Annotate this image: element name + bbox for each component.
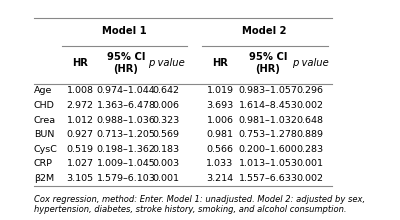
Text: 1.019: 1.019: [206, 86, 234, 95]
Text: 3.693: 3.693: [206, 101, 234, 110]
Text: 0.569: 0.569: [152, 130, 180, 139]
Text: 1.557–6.633: 1.557–6.633: [238, 174, 298, 183]
Text: 0.001: 0.001: [296, 160, 324, 169]
Text: CRP: CRP: [34, 160, 53, 169]
Text: p value: p value: [148, 58, 184, 68]
Text: 0.889: 0.889: [296, 130, 324, 139]
Text: Crea: Crea: [34, 116, 56, 125]
Text: 0.983–1.057: 0.983–1.057: [238, 86, 298, 95]
Text: Model 1: Model 1: [102, 26, 147, 36]
Text: 1.614–8.453: 1.614–8.453: [238, 101, 298, 110]
Text: 1.008: 1.008: [66, 86, 94, 95]
Text: 1.579–6.103: 1.579–6.103: [96, 174, 156, 183]
Text: 0.323: 0.323: [152, 116, 180, 125]
Text: Age: Age: [34, 86, 52, 95]
Text: HR: HR: [72, 58, 88, 68]
Text: 1.012: 1.012: [66, 116, 94, 125]
Text: 2.972: 2.972: [66, 101, 94, 110]
Text: 0.198–1.362: 0.198–1.362: [96, 145, 156, 154]
Text: 0.648: 0.648: [296, 116, 324, 125]
Text: 1.033: 1.033: [206, 160, 234, 169]
Text: 1.363–6.478: 1.363–6.478: [96, 101, 156, 110]
Text: 0.566: 0.566: [206, 145, 234, 154]
Text: Model 2: Model 2: [242, 26, 287, 36]
Text: 95% CI
(HR): 95% CI (HR): [107, 52, 145, 73]
Text: 0.642: 0.642: [152, 86, 180, 95]
Text: p value: p value: [292, 58, 328, 68]
Text: 0.002: 0.002: [296, 101, 324, 110]
Text: 1.009–1.045: 1.009–1.045: [97, 160, 155, 169]
Text: β2M: β2M: [34, 174, 54, 183]
Text: 0.283: 0.283: [296, 145, 324, 154]
Text: 0.927: 0.927: [66, 130, 94, 139]
Text: 0.002: 0.002: [296, 174, 324, 183]
Text: 3.105: 3.105: [66, 174, 94, 183]
Text: 1.027: 1.027: [66, 160, 94, 169]
Text: 0.006: 0.006: [152, 101, 180, 110]
Text: 0.988–1.036: 0.988–1.036: [96, 116, 156, 125]
Text: 3.214: 3.214: [206, 174, 234, 183]
Text: 1.013–1.053: 1.013–1.053: [238, 160, 298, 169]
Text: CHD: CHD: [34, 101, 55, 110]
Text: 0.753–1.278: 0.753–1.278: [238, 130, 298, 139]
Text: HR: HR: [212, 58, 228, 68]
Text: 0.003: 0.003: [152, 160, 180, 169]
Text: 0.713–1.205: 0.713–1.205: [96, 130, 156, 139]
Text: 0.296: 0.296: [296, 86, 324, 95]
Text: 0.981–1.032: 0.981–1.032: [238, 116, 298, 125]
Text: 0.001: 0.001: [152, 174, 180, 183]
Text: 0.981: 0.981: [206, 130, 234, 139]
Text: 1.006: 1.006: [206, 116, 234, 125]
Text: BUN: BUN: [34, 130, 54, 139]
Text: 0.200–1.600: 0.200–1.600: [239, 145, 297, 154]
Text: CysC: CysC: [34, 145, 58, 154]
Text: Cox regression, method: Enter. Model 1: unadjusted. Model 2: adjusted by sex,
hy: Cox regression, method: Enter. Model 1: …: [34, 195, 365, 214]
Text: 0.519: 0.519: [66, 145, 94, 154]
Text: 0.974–1.044: 0.974–1.044: [97, 86, 155, 95]
Text: 95% CI
(HR): 95% CI (HR): [249, 52, 287, 73]
Text: 0.183: 0.183: [152, 145, 180, 154]
